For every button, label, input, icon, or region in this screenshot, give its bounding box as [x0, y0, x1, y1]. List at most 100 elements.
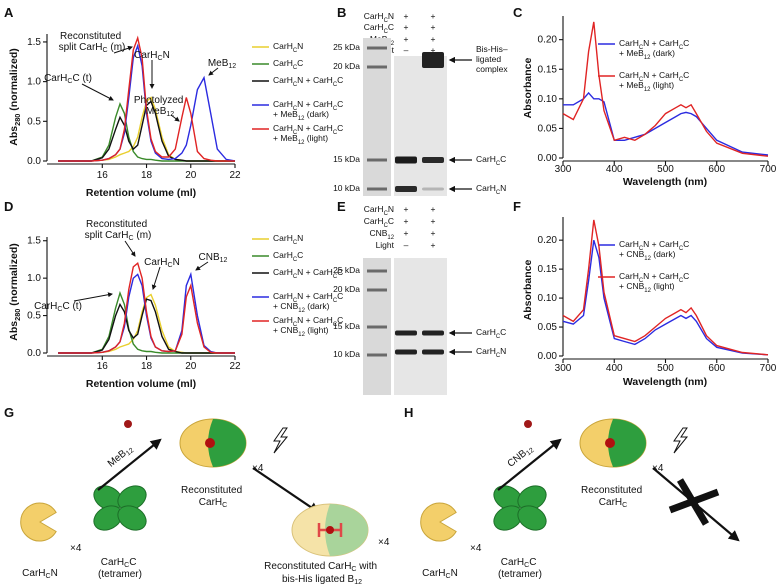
- band-label: Bis-His– ligated complex: [476, 44, 508, 74]
- text-line: 0.00: [538, 351, 558, 362]
- text-line: CarHCN + CarHCC: [273, 75, 343, 87]
- text-line: 20 kDa: [333, 61, 360, 71]
- text-line: CarHCC: [476, 154, 506, 166]
- ladder-band: [367, 187, 387, 191]
- band-label: CarHCN: [476, 346, 506, 358]
- text-line: CNB12: [369, 228, 394, 240]
- gel-band: [422, 330, 444, 336]
- arrow: [195, 261, 209, 271]
- text-line: 500: [657, 164, 674, 175]
- text-line: 16: [97, 361, 109, 372]
- text-line: +: [431, 216, 436, 226]
- marker-label: 15 kDa: [333, 321, 360, 331]
- reconstituted-right: [208, 419, 246, 467]
- text-line: 600: [708, 164, 725, 175]
- text-line: Light: [376, 240, 395, 250]
- subscript: C: [679, 246, 684, 252]
- text-line: CarHCC: [273, 250, 303, 262]
- text-line: 10 kDa: [333, 349, 360, 359]
- series-line: [58, 290, 235, 354]
- ladder-band: [367, 288, 387, 292]
- arrow: [170, 114, 180, 122]
- y-tick-label: 0.05: [538, 123, 558, 134]
- text-line: H: [404, 405, 413, 420]
- x-tick-label: 600: [708, 363, 725, 374]
- text-line: CarHCN + CarHCC: [273, 315, 346, 327]
- text-line: CarHCN: [364, 204, 394, 216]
- text-line: –: [404, 240, 409, 250]
- y-axis-title: Abs280 (normalized): [8, 48, 23, 145]
- band-label: CarHCC: [476, 154, 506, 166]
- reconstituted-label: Reconstituted CarHC: [581, 485, 645, 510]
- text-line: G: [4, 405, 14, 420]
- text-line: CarHCN: [144, 257, 180, 270]
- subscript: 280: [13, 114, 22, 126]
- y-tick-label: 0.5: [27, 116, 41, 127]
- subscript: C: [293, 322, 298, 328]
- text-line: CarHCN + CarHCC: [619, 271, 692, 283]
- legend-label: CarHCN: [273, 233, 303, 245]
- monomer-label: CarHCN: [422, 568, 458, 581]
- band-label: CarHCC: [476, 327, 506, 339]
- panel-letter: H: [404, 405, 413, 420]
- gel-lanes: [394, 56, 447, 196]
- y-tick-label: 0.20: [538, 235, 558, 246]
- text-line: CarHCC: [273, 58, 303, 70]
- product-label: Reconstituted CarHC with bis-His ligated…: [264, 561, 380, 587]
- legend-label: CarHCN + CarHCC: [273, 75, 343, 87]
- condition-sign: +: [404, 228, 409, 238]
- subscript: C: [293, 106, 298, 112]
- text-line: Reconstituted: [581, 485, 645, 496]
- text-line: Reconstituted: [86, 219, 150, 230]
- count: ×4: [652, 463, 664, 474]
- subscript: C: [67, 78, 72, 85]
- condition-sign: +: [404, 11, 409, 21]
- text-line: Wavelength (nm): [623, 176, 707, 188]
- text-line: CarHCN: [273, 233, 303, 245]
- subscript: C: [446, 573, 451, 580]
- text-line: MeB12: [106, 443, 136, 471]
- annotation: CarHCC (t): [34, 301, 82, 314]
- arrow: [252, 467, 320, 514]
- block-mark: [668, 488, 720, 514]
- text-line: 0.0: [27, 348, 41, 359]
- text-line: CarHCN + CarHCC: [619, 239, 692, 251]
- marker-label: 10 kDa: [333, 349, 360, 359]
- condition-name: CarHCN: [364, 204, 394, 216]
- count: ×4: [252, 463, 264, 474]
- text-line: CarHCC: [364, 22, 394, 34]
- subscript: C: [384, 223, 389, 229]
- text-line: CarHCN + CarHCC: [619, 38, 692, 50]
- subscript: C: [333, 322, 338, 328]
- text-line: Wavelength (nm): [623, 376, 707, 388]
- panel-letter: B: [337, 5, 346, 20]
- text-line: +: [404, 11, 409, 21]
- y-tick-label: 0.10: [538, 93, 558, 104]
- text-line: 25 kDa: [333, 265, 360, 275]
- y-axis-title: Absorbance: [522, 58, 534, 119]
- marker-label: 10 kDa: [333, 183, 360, 193]
- text-line: D: [4, 199, 13, 214]
- condition-sign: +: [431, 216, 436, 226]
- text-line: +: [431, 22, 436, 32]
- text-line: CarHC: [599, 497, 627, 510]
- text-line: + MeB12 (dark): [619, 48, 675, 60]
- text-line: CNB12: [505, 443, 536, 471]
- monomer-shape: [420, 502, 457, 542]
- condition-sign: +: [404, 204, 409, 214]
- legend-label: CarHCN + CarHCC + CNB12 (dark): [619, 239, 692, 261]
- panel-letter: F: [513, 199, 521, 214]
- x-tick-label: 700: [760, 363, 777, 374]
- subscript: C: [158, 55, 163, 62]
- text-line: Abs280 (normalized): [8, 48, 23, 145]
- condition-sign: +: [431, 34, 436, 44]
- legend-label: CarHCN + CarHCC + MeB12 (light): [273, 123, 346, 145]
- subscript: C: [293, 257, 298, 263]
- text-line: Retention volume (ml): [86, 187, 196, 199]
- text-line: ×4: [470, 543, 482, 554]
- subscript: 12: [298, 308, 305, 314]
- x-axis-title: Wavelength (nm): [623, 176, 707, 188]
- text-line: +: [431, 45, 436, 55]
- text-line: + CNB12 (light): [273, 325, 329, 337]
